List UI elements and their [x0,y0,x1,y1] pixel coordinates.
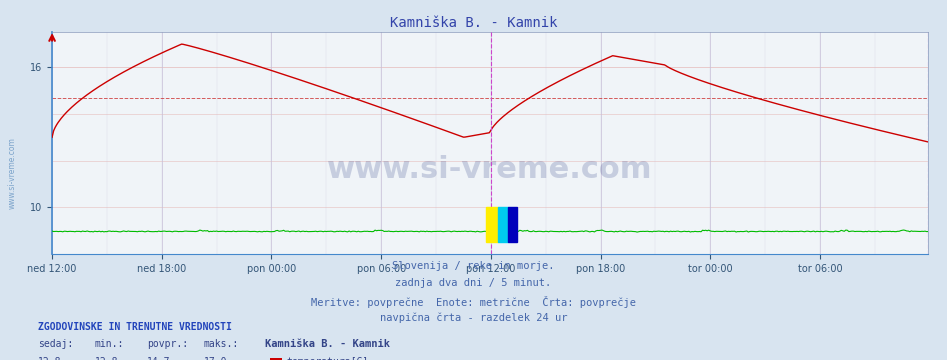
Polygon shape [498,207,508,242]
Text: navpična črta - razdelek 24 ur: navpična črta - razdelek 24 ur [380,313,567,323]
Text: www.si-vreme.com: www.si-vreme.com [8,137,17,209]
Text: 12,8: 12,8 [95,357,118,360]
Text: temperatura[C]: temperatura[C] [286,357,368,360]
Text: 14,7: 14,7 [147,357,170,360]
Text: 12,8: 12,8 [38,357,62,360]
Text: povpr.:: povpr.: [147,339,188,350]
Polygon shape [508,207,517,242]
Text: min.:: min.: [95,339,124,350]
Text: Meritve: povprečne  Enote: metrične  Črta: povprečje: Meritve: povprečne Enote: metrične Črta:… [311,296,636,307]
Text: maks.:: maks.: [204,339,239,350]
Text: Kamniška B. - Kamnik: Kamniška B. - Kamnik [265,339,390,350]
Text: 17,0: 17,0 [204,357,227,360]
Text: ZGODOVINSKE IN TRENUTNE VREDNOSTI: ZGODOVINSKE IN TRENUTNE VREDNOSTI [38,322,232,332]
Text: zadnja dva dni / 5 minut.: zadnja dva dni / 5 minut. [396,278,551,288]
Text: Kamniška B. - Kamnik: Kamniška B. - Kamnik [390,16,557,30]
Text: Slovenija / reke in morje.: Slovenija / reke in morje. [392,261,555,271]
Text: www.si-vreme.com: www.si-vreme.com [328,155,652,184]
Polygon shape [486,207,498,242]
Text: sedaj:: sedaj: [38,339,73,350]
